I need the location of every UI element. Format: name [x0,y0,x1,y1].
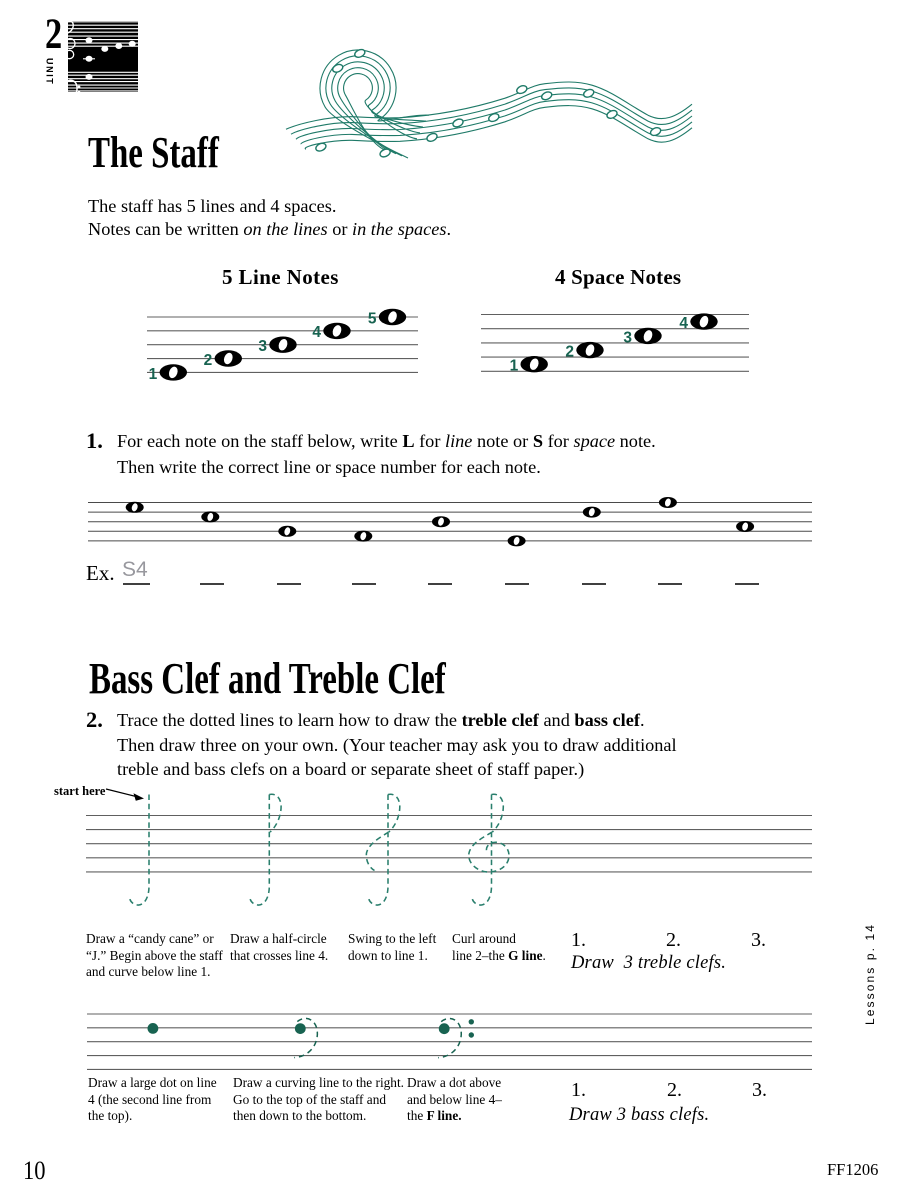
svg-text:4: 4 [312,324,321,341]
svg-text:1: 1 [510,358,519,375]
svg-text:4: 4 [679,315,688,332]
svg-text:5: 5 [368,310,377,327]
svg-text:3: 3 [623,329,632,346]
svg-text:2: 2 [204,352,213,369]
svg-text:1: 1 [149,366,158,383]
svg-text:2: 2 [565,344,574,361]
svg-text:3: 3 [258,338,267,355]
